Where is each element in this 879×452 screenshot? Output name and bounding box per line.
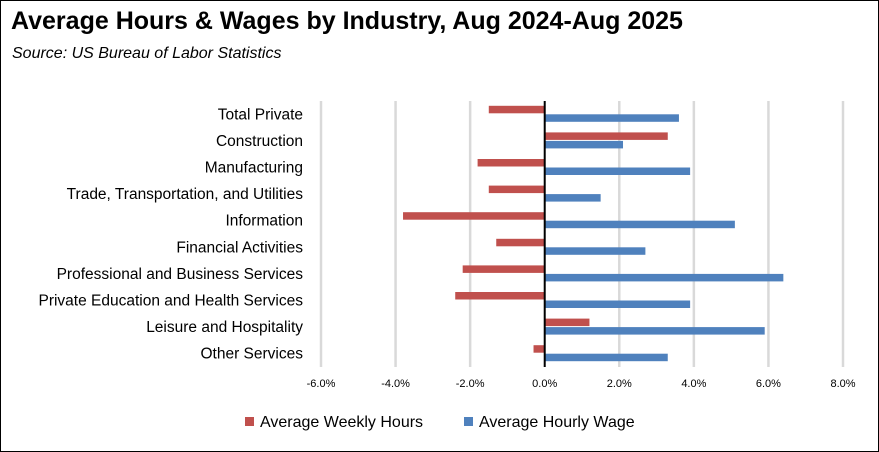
chart-subtitle: Source: US Bureau of Labor Statistics xyxy=(12,45,282,62)
x-tick-label: -6.0% xyxy=(307,378,336,390)
chart-title: Average Hours & Wages by Industry, Aug 2… xyxy=(11,7,683,35)
bar-weekly-hours xyxy=(533,345,545,353)
bar-weekly-hours xyxy=(488,105,545,114)
category-label: Private Education and Health Services xyxy=(38,293,303,310)
bar-hourly-wage xyxy=(544,220,735,229)
category-label: Manufacturing xyxy=(205,160,303,177)
bar-hourly-wage xyxy=(544,167,691,175)
bar-weekly-hours xyxy=(455,292,545,300)
category-label: Financial Activities xyxy=(176,239,303,256)
bar-hourly-wage xyxy=(544,273,784,282)
bar-weekly-hours xyxy=(403,212,545,220)
x-tick-label: -2.0% xyxy=(456,378,485,390)
bar-weekly-hours xyxy=(496,238,545,247)
category-label: Total Private xyxy=(218,106,303,123)
legend-label: Average Hourly Wage xyxy=(479,414,635,431)
x-tick-label: 8.0% xyxy=(830,378,855,390)
category-label: Professional and Business Services xyxy=(57,266,304,283)
legend-label: Average Weekly Hours xyxy=(260,414,423,431)
bar-weekly-hours xyxy=(544,318,590,327)
x-tick-label: -4.0% xyxy=(381,378,410,390)
category-label: Trade, Transportation, and Utilities xyxy=(67,186,304,203)
x-tick-label: 4.0% xyxy=(681,378,706,390)
bar-weekly-hours xyxy=(462,265,545,273)
legend-swatch xyxy=(464,417,473,426)
x-tick-label: 6.0% xyxy=(756,378,781,390)
bar-hourly-wage xyxy=(544,194,601,202)
bar-weekly-hours xyxy=(488,185,545,194)
category-label: Leisure and Hospitality xyxy=(146,319,303,336)
bar-weekly-hours xyxy=(544,132,668,140)
bar-hourly-wage xyxy=(544,114,679,122)
x-tick-label: 2.0% xyxy=(607,378,632,390)
category-label: Construction xyxy=(216,133,303,150)
bar-hourly-wage xyxy=(544,140,624,149)
category-label: Other Services xyxy=(200,346,303,363)
bar-hourly-wage xyxy=(544,300,691,308)
bar-weekly-hours xyxy=(477,159,545,167)
bar-hourly-wage xyxy=(544,353,668,362)
bar-hourly-wage xyxy=(544,327,765,335)
legend-swatch xyxy=(245,417,254,426)
category-label: Information xyxy=(225,213,303,230)
bar-hourly-wage xyxy=(544,247,646,255)
x-tick-label: 0.0% xyxy=(532,378,557,390)
